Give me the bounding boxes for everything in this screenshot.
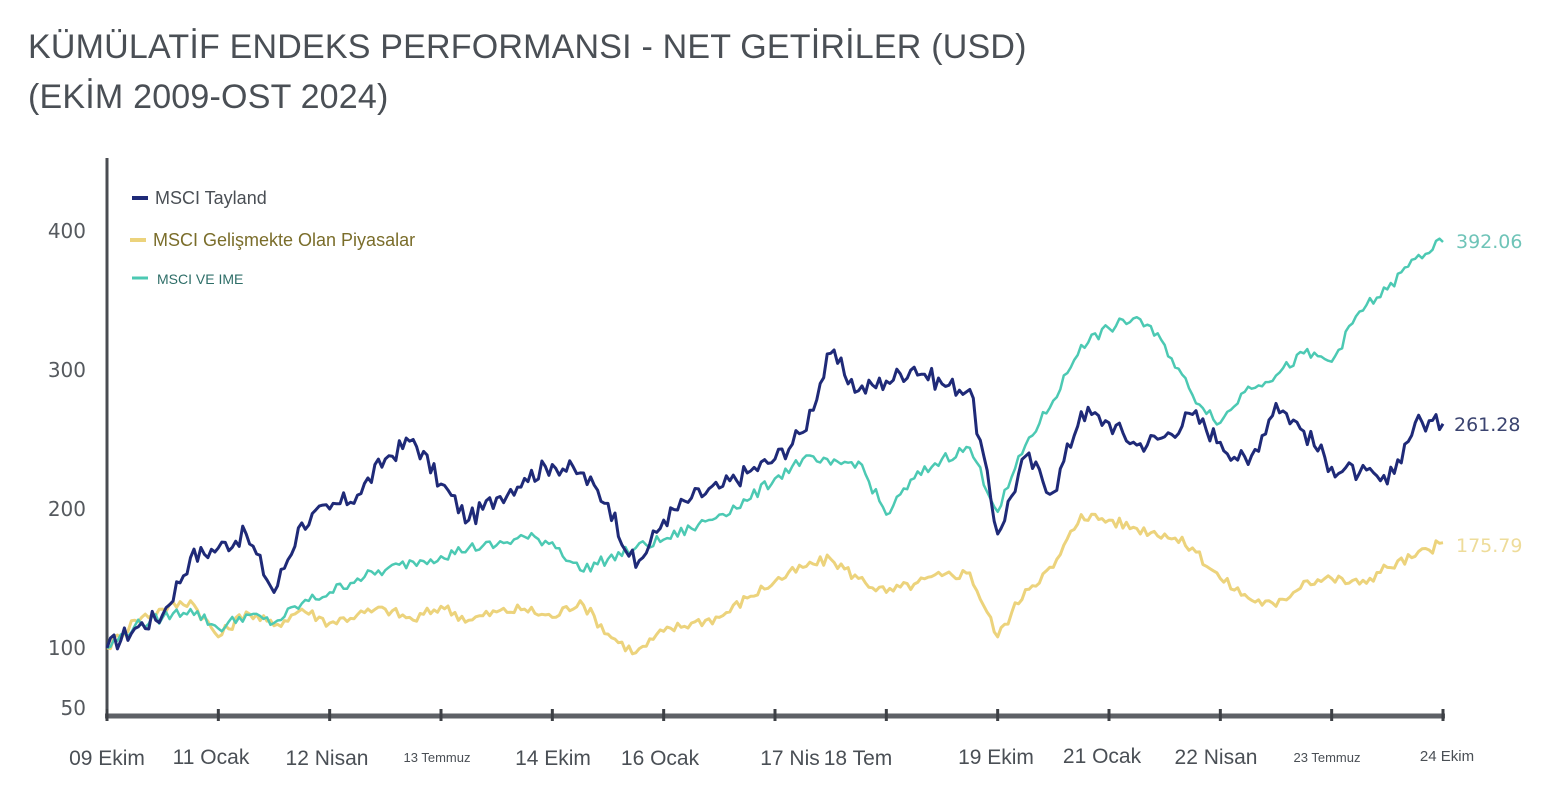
legend-item-acwi-imi[interactable]: MSCI VE IME: [132, 271, 243, 287]
legend: MSCI Tayland MSCI Gelişmekte Olan Piyasa…: [130, 188, 415, 287]
x-tick-label: 17 Nis: [760, 747, 820, 770]
series-line-thailand: [105, 348, 1445, 651]
series-lines: [105, 237, 1445, 656]
x-tick-label: 24 Ekim: [1420, 748, 1474, 765]
x-tick-label: 12 Nisan: [286, 747, 369, 770]
y-tick-label: 200: [48, 497, 86, 521]
legend-label-thailand: MSCI Tayland: [155, 188, 267, 208]
x-tick-label: 23 Temmuz: [1294, 750, 1361, 765]
legend-label-acwi-imi: MSCI VE IME: [157, 271, 243, 287]
legend-item-thailand[interactable]: MSCI Tayland: [132, 188, 267, 208]
x-tick-label: 16 Ocak: [621, 747, 700, 770]
legend-label-emerging: MSCI Gelişmekte Olan Piyasalar: [153, 230, 415, 250]
chart-title-line1: KÜMÜLATİF ENDEKS PERFORMANSI - NET GETİR…: [28, 28, 1027, 66]
legend-item-emerging[interactable]: MSCI Gelişmekte Olan Piyasalar: [130, 230, 415, 250]
x-tick-label: 13 Temmuz: [404, 750, 471, 765]
series-line-acwi-imi: [106, 237, 1444, 650]
series-line-emerging: [106, 512, 1444, 656]
x-tick-label: 22 Nisan: [1175, 746, 1258, 769]
y-tick-label: 400: [48, 219, 86, 243]
x-tick-label: 11 Ocak: [173, 746, 250, 769]
x-tick-label: 14 Ekim: [515, 747, 591, 770]
x-tick-label: 18 Tem: [824, 747, 893, 770]
chart-title-line2: (EKİM 2009-OST 2024): [28, 78, 389, 116]
y-tick-label: 300: [48, 358, 86, 382]
x-axis-ticks: [105, 709, 1445, 721]
x-tick-label: 19 Ekim: [958, 746, 1034, 769]
x-tick-label: 09 Ekim: [69, 747, 145, 770]
end-label-thailand: 261.28: [1454, 414, 1520, 436]
end-label-emerging: 175.79: [1456, 535, 1522, 557]
x-tick-label: 21 Ocak: [1063, 745, 1142, 768]
end-label-acwi-imi: 392.06: [1456, 231, 1522, 253]
chart-title: KÜMÜLATİF ENDEKS PERFORMANSI - NET GETİR…: [28, 22, 1027, 122]
y-axis-tick-labels: 50 100 200 300 400: [48, 219, 86, 720]
x-axis-tick-labels: 09 Ekim 11 Ocak 12 Nisan 13 Temmuz 14 Ekim 16…: [69, 745, 1474, 770]
y-tick-label: 50: [61, 696, 86, 720]
y-tick-label: 100: [48, 636, 86, 660]
